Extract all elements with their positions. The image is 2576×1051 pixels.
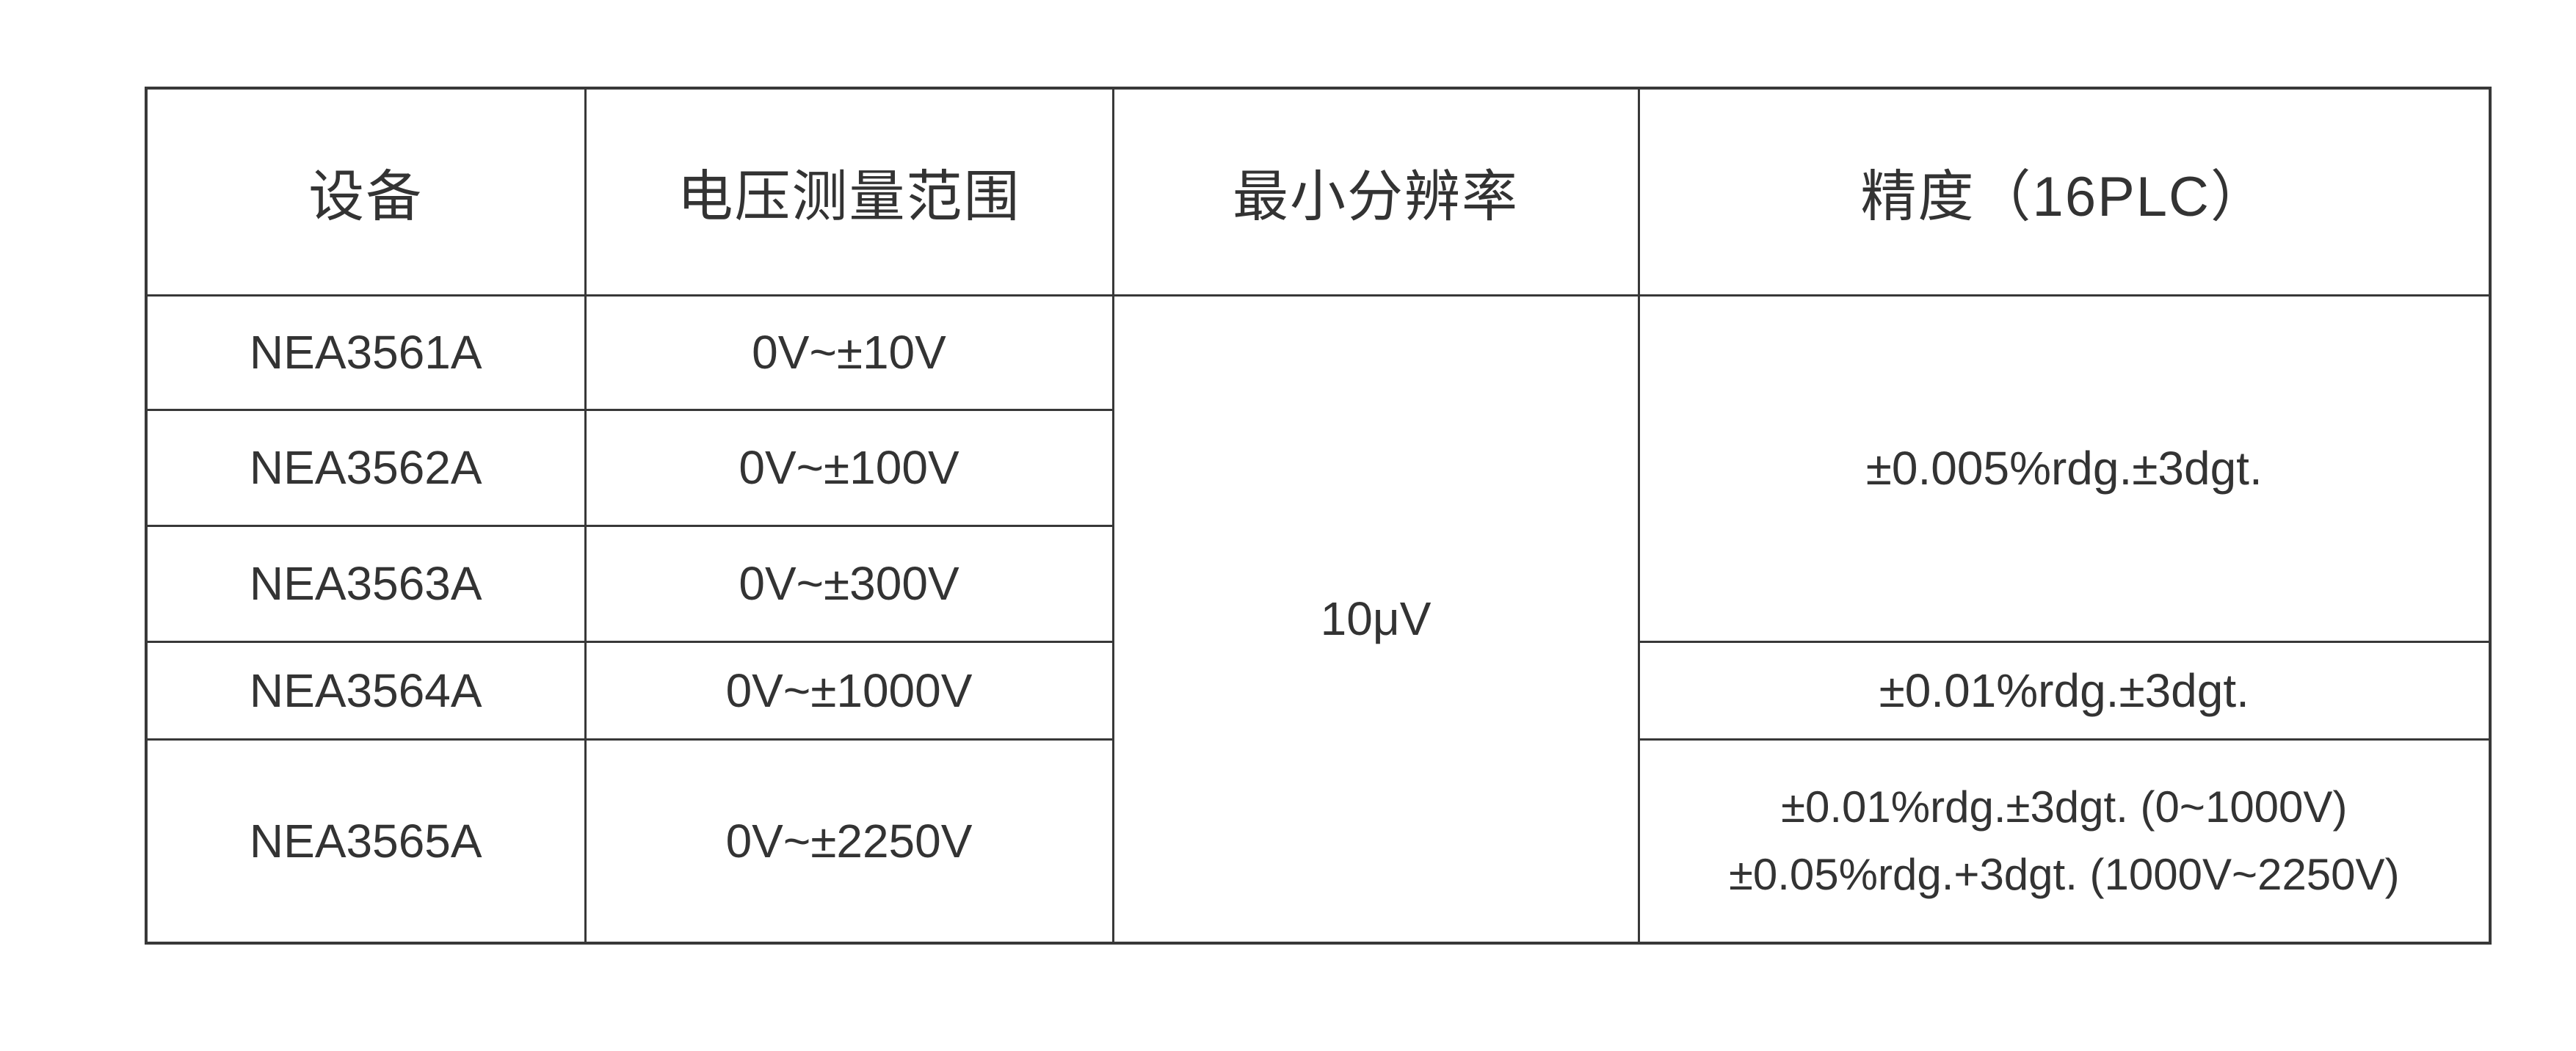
- min-resolution-cell: 10μV: [1111, 294, 1640, 945]
- table-row: NEA3563A 0V~±300V: [145, 524, 2490, 643]
- device-cell: NEA3561A: [145, 294, 587, 411]
- device-cell: NEA3565A: [145, 738, 587, 945]
- voltage-range-cell: 0V~±2250V: [584, 738, 1114, 945]
- accuracy-cell-rows1-3: ±0.005%rdg.±3dgt.: [1637, 294, 2492, 643]
- voltage-range-cell: 0V~±10V: [584, 294, 1114, 411]
- voltage-range-cell: 0V~±1000V: [584, 640, 1114, 741]
- table-row: NEA3562A 0V~±100V: [145, 408, 2490, 527]
- table-row: NEA3565A 0V~±2250V ±0.01%rdg.±3dgt. (0~1…: [145, 738, 2492, 945]
- accuracy-cell-row5: ±0.01%rdg.±3dgt. (0~1000V) ±0.05%rdg.+3d…: [1637, 738, 2492, 945]
- voltage-range-cell: 0V~±300V: [584, 524, 1114, 643]
- device-cell: NEA3563A: [145, 524, 587, 643]
- accuracy-line-1: ±0.01%rdg.±3dgt. (0~1000V): [1781, 782, 2348, 832]
- spec-table: 设备 电压测量范围 最小分辨率 精度（16PLC） NEA3561A 0V~±1…: [145, 87, 2492, 945]
- device-cell: NEA3562A: [145, 408, 587, 527]
- table-header-row: 设备 电压测量范围 最小分辨率 精度（16PLC）: [145, 87, 2492, 297]
- accuracy-cell-row4: ±0.01%rdg.±3dgt.: [1637, 640, 2492, 741]
- accuracy-line-2: ±0.05%rdg.+3dgt. (1000V~2250V): [1728, 849, 2400, 899]
- table-row: NEA3564A 0V~±1000V ±0.01%rdg.±3dgt.: [145, 640, 2492, 741]
- header-device: 设备: [145, 87, 587, 297]
- table-row: NEA3561A 0V~±10V 10μV ±0.005%rdg.±3dgt.: [145, 294, 2492, 945]
- header-accuracy: 精度（16PLC）: [1637, 87, 2492, 297]
- header-min-resolution: 最小分辨率: [1111, 87, 1640, 297]
- device-cell: NEA3564A: [145, 640, 587, 741]
- header-voltage-range: 电压测量范围: [584, 87, 1114, 297]
- voltage-range-cell: 0V~±100V: [584, 408, 1114, 527]
